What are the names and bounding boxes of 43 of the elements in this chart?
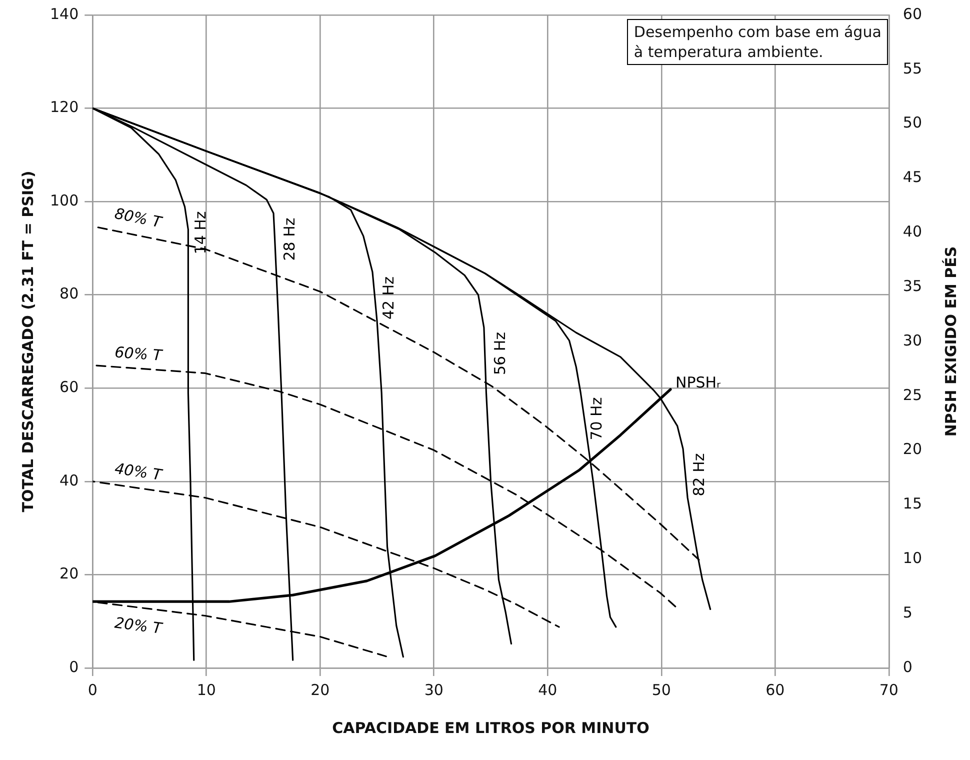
- y2-axis-title: NPSH EXIGIDO EM PÉS: [942, 246, 960, 437]
- y2-tick-label: 45: [902, 168, 922, 186]
- x-tick-label: 60: [766, 680, 785, 699]
- y2-tick-label: 60: [902, 4, 922, 23]
- text: 42 Hz: [379, 276, 398, 320]
- x-tick-label: 0: [88, 680, 98, 699]
- y-tick-label: 140: [50, 4, 79, 23]
- annotation: Desempenho com base em água à temperatura ambiente.: [626, 19, 888, 65]
- text: 28 Hz: [280, 218, 298, 261]
- y-tick-label: 0: [69, 658, 79, 676]
- y-tick-label: 20: [60, 564, 79, 583]
- y-axis-title: TOTAL DESCARREGADO (2.31 FT = PSIG): [18, 170, 37, 512]
- text: 40% T: [114, 459, 165, 484]
- y-tick-label: 40: [60, 471, 79, 490]
- text: 56 Hz: [490, 332, 509, 376]
- x-tick-label: 20: [310, 680, 330, 699]
- x-tick-label: 40: [538, 680, 558, 699]
- x-tick-label: 70: [879, 680, 898, 699]
- text: 80% T: [113, 204, 165, 232]
- y2-tick-label: 10: [902, 549, 922, 568]
- x-axis-title: CAPACIDADE EM LITROS POR MINUTO: [332, 718, 650, 737]
- y2-tick-label: 20: [902, 440, 922, 458]
- y2-tick-label: 30: [902, 331, 922, 350]
- x-tick-label: 30: [424, 680, 444, 699]
- text: 20% T: [114, 614, 165, 638]
- x-tick-label: 50: [652, 680, 671, 699]
- text: 82 Hz: [690, 453, 708, 496]
- y2-tick-label: 15: [902, 494, 922, 513]
- y2-tick-label: 55: [902, 59, 922, 78]
- y2-tick-label: 0: [902, 658, 912, 676]
- x-tick-label: 10: [196, 680, 216, 699]
- y-tick-label: 80: [60, 284, 79, 303]
- y2-tick-label: 5: [902, 603, 912, 622]
- y2-tick-label: 35: [902, 276, 922, 295]
- y2-tick-label: 25: [902, 386, 922, 404]
- y-tick-label: 120: [50, 98, 79, 116]
- series-label: NPSHᵣ: [676, 373, 721, 392]
- series-label: 60% T: [114, 343, 164, 365]
- text: 70 Hz: [588, 397, 606, 440]
- y-tick-label: 60: [60, 378, 79, 396]
- y-tick-label: 100: [50, 191, 79, 210]
- y2-tick-label: 40: [902, 222, 922, 241]
- y2-tick-label: 50: [902, 114, 922, 132]
